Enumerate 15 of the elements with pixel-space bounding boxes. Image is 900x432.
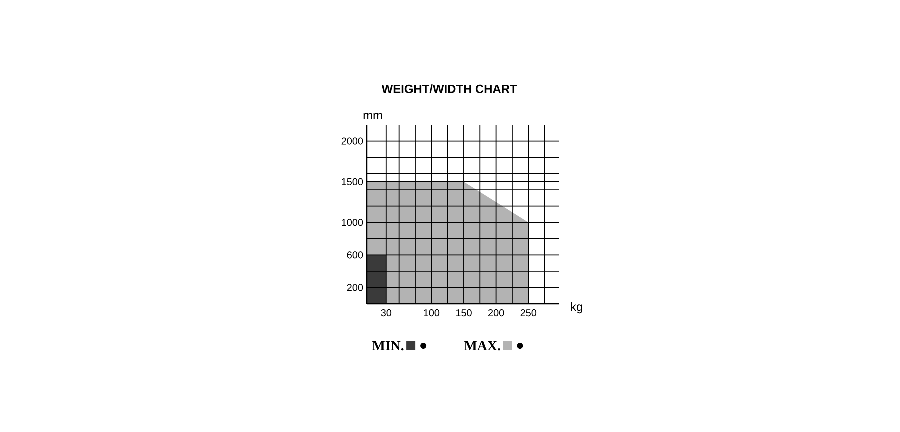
x-tick-label: 200 (488, 310, 504, 317)
chart-title: WEIGHT/WIDTH CHART (382, 84, 518, 94)
x-axis-title: kg (571, 302, 582, 314)
x-tick-label: 150 (456, 310, 472, 317)
x-tick-label: 250 (520, 310, 537, 317)
y-tick-label: 200 (347, 284, 364, 292)
y-tick-label: 2000 (342, 138, 364, 145)
x-tick-label: 100 (424, 310, 440, 317)
y-tick-label: 1000 (342, 219, 364, 226)
y-tick-label: 600 (347, 252, 364, 259)
x-tick-label: 30 (381, 310, 392, 317)
y-axis-title: mm (364, 113, 382, 120)
y-tick-label: 1500 (342, 178, 364, 186)
legend-label: MIN. (372, 341, 404, 351)
legend-label: MAX. (464, 341, 500, 351)
